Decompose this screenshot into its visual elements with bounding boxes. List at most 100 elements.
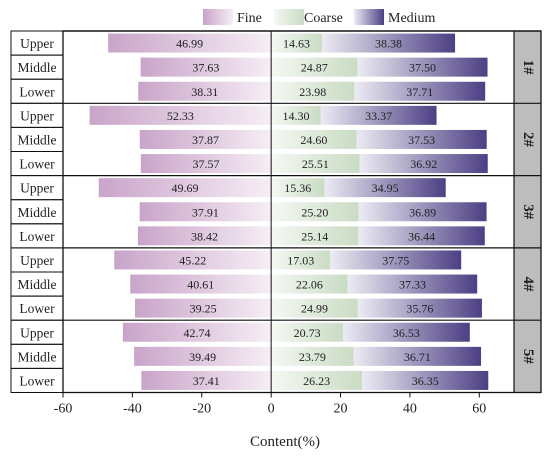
data-label-coarse: 14.30 xyxy=(282,109,309,123)
x-axis: -60 -40 -20 0 20 40 60 xyxy=(54,392,486,417)
data-label-medium: 36.35 xyxy=(412,374,439,388)
bar-coarse xyxy=(271,202,359,222)
data-label-fine: 37.87 xyxy=(192,133,219,147)
bar-coarse xyxy=(271,298,358,318)
data-label-coarse: 24.99 xyxy=(301,302,328,316)
group-label: 1# xyxy=(520,60,536,76)
bar-fine xyxy=(98,178,272,198)
data-label-coarse: 17.03 xyxy=(287,253,314,267)
bar-fine xyxy=(114,250,272,270)
plot-area xyxy=(514,31,541,393)
data-label-medium: 37.75 xyxy=(382,253,409,267)
bar-medium xyxy=(347,274,478,294)
data-label-coarse: 24.87 xyxy=(301,61,328,75)
group-label: 5# xyxy=(520,349,536,365)
row-label: Lower xyxy=(19,301,55,316)
bar-coarse xyxy=(271,274,348,294)
data-label-fine: 46.99 xyxy=(176,37,203,51)
bar-medium xyxy=(324,178,446,198)
x-tick-label: -60 xyxy=(54,402,73,417)
data-label-medium: 36.89 xyxy=(409,205,436,219)
legend: Fine Coarse Medium xyxy=(203,9,436,26)
data-label-fine: 37.63 xyxy=(192,61,219,75)
data-label-coarse: 20.73 xyxy=(294,326,321,340)
data-label-medium: 36.44 xyxy=(408,229,435,243)
bar-fine xyxy=(141,370,272,390)
bar-coarse xyxy=(271,370,363,390)
legend-swatch-medium xyxy=(354,9,384,25)
data-label-fine: 49.69 xyxy=(171,181,198,195)
data-label-fine: 38.42 xyxy=(191,229,218,243)
data-label-fine: 37.91 xyxy=(192,205,219,219)
data-label-medium: 37.50 xyxy=(409,61,436,75)
legend-label-fine: Fine xyxy=(237,11,262,26)
bar-fine xyxy=(122,322,272,342)
data-label-medium: 38.38 xyxy=(375,37,402,51)
x-axis-label: Content(%) xyxy=(250,434,320,450)
data-label-medium: 37.71 xyxy=(406,85,433,99)
bars: 46.99 14.63 38.38 37.63 24.87 37.50 38.31 23.98… xyxy=(89,33,489,390)
bar-medium xyxy=(359,154,488,174)
row-label: Upper xyxy=(20,108,54,123)
bar-fine xyxy=(140,57,272,77)
data-label-coarse: 22.06 xyxy=(296,278,323,292)
bar-coarse xyxy=(271,226,359,246)
bar-coarse xyxy=(271,105,321,125)
data-label-fine: 39.49 xyxy=(189,350,216,364)
bar-fine xyxy=(139,129,272,149)
bar-coarse xyxy=(271,33,322,53)
plot-frames: Upper Middle Lower 1# Upper Middle Lower 2# Uppe… xyxy=(10,30,542,394)
group-label: 4# xyxy=(520,277,536,293)
bar-medium xyxy=(358,226,485,246)
bar-fine xyxy=(89,105,272,125)
bar-coarse xyxy=(271,346,354,366)
data-label-medium: 33.37 xyxy=(365,109,392,123)
data-label-medium: 36.53 xyxy=(393,326,420,340)
data-label-coarse: 24.60 xyxy=(300,133,327,147)
legend-swatch-coarse xyxy=(274,9,304,25)
bar-medium xyxy=(343,322,470,342)
data-label-coarse: 25.20 xyxy=(301,205,328,219)
bar-medium xyxy=(357,298,482,318)
bar-fine xyxy=(140,154,272,174)
legend-swatch-fine xyxy=(203,9,233,25)
bar-coarse xyxy=(271,81,355,101)
data-label-fine: 39.25 xyxy=(190,302,217,316)
data-label-medium: 35.76 xyxy=(406,302,433,316)
bar-fine xyxy=(137,226,272,246)
group-label: 2# xyxy=(520,132,536,148)
data-label-medium: 34.95 xyxy=(372,181,399,195)
row-label: Upper xyxy=(20,36,54,51)
row-label: Middle xyxy=(18,205,57,220)
data-label-medium: 36.71 xyxy=(404,350,431,364)
x-tick-label: 60 xyxy=(472,402,486,417)
row-label: Upper xyxy=(20,181,54,196)
legend-label-coarse: Coarse xyxy=(304,11,343,26)
bar-coarse xyxy=(271,57,358,77)
bar-fine xyxy=(134,298,272,318)
row-label: Upper xyxy=(20,253,54,268)
data-label-coarse: 14.63 xyxy=(283,37,310,51)
bar-medium xyxy=(321,33,456,53)
data-label-fine: 37.57 xyxy=(192,157,219,171)
x-tick-label: -40 xyxy=(123,402,142,417)
x-tick-label: 0 xyxy=(268,402,275,417)
data-label-medium: 37.53 xyxy=(408,133,435,147)
data-label-coarse: 23.79 xyxy=(299,350,326,364)
legend-label-medium: Medium xyxy=(388,11,436,26)
row-label: Middle xyxy=(18,132,57,147)
bar-medium xyxy=(356,129,487,149)
bar-coarse xyxy=(271,178,325,198)
data-label-fine: 45.22 xyxy=(179,253,206,267)
data-label-coarse: 26.23 xyxy=(303,374,330,388)
group-label-column xyxy=(514,31,541,393)
data-label-coarse: 25.14 xyxy=(301,229,328,243)
data-label-fine: 42.74 xyxy=(184,326,211,340)
bar-medium xyxy=(353,346,482,366)
bar-fine xyxy=(134,346,272,366)
bar-coarse xyxy=(271,129,357,149)
data-label-medium: 37.33 xyxy=(399,278,426,292)
row-label: Middle xyxy=(18,277,57,292)
row-label: Upper xyxy=(20,325,54,340)
